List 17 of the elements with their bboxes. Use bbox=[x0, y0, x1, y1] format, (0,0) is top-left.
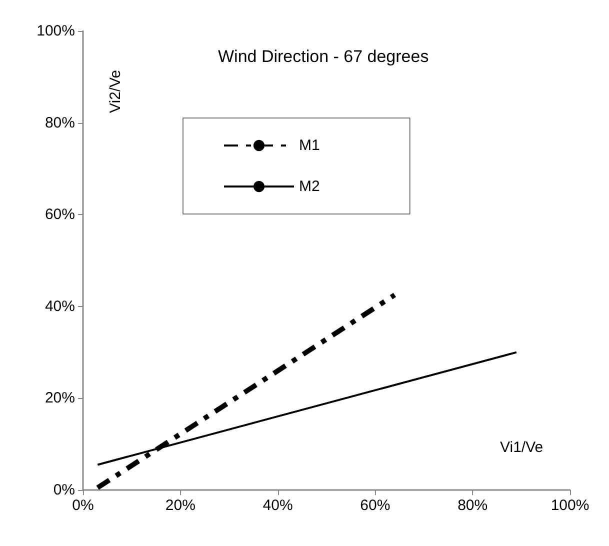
x-tick-label: 40% bbox=[262, 497, 293, 514]
y-tick-label: 20% bbox=[44, 390, 75, 407]
x-tick-label: 0% bbox=[72, 497, 94, 514]
x-tick-label: 60% bbox=[360, 497, 390, 514]
legend-label: M2 bbox=[299, 178, 320, 195]
text: Wind Direction - 67 degrees bbox=[218, 47, 429, 66]
y-tick-label: 60% bbox=[44, 206, 75, 224]
y-tick-label: 40% bbox=[44, 298, 75, 315]
legend-label: M1 bbox=[299, 137, 320, 154]
y-tick-label: 80% bbox=[44, 114, 75, 132]
y-axis-title: Vi2/Ve bbox=[107, 70, 124, 113]
x-tick-label: 100% bbox=[550, 497, 590, 514]
y-tick-label: 0% bbox=[53, 482, 75, 498]
x-tick-label: 20% bbox=[165, 497, 196, 514]
x-tick-label: 80% bbox=[458, 497, 488, 514]
y-tick-label: 100% bbox=[36, 22, 75, 40]
x-axis-title: Vi1/Ve bbox=[500, 439, 544, 456]
